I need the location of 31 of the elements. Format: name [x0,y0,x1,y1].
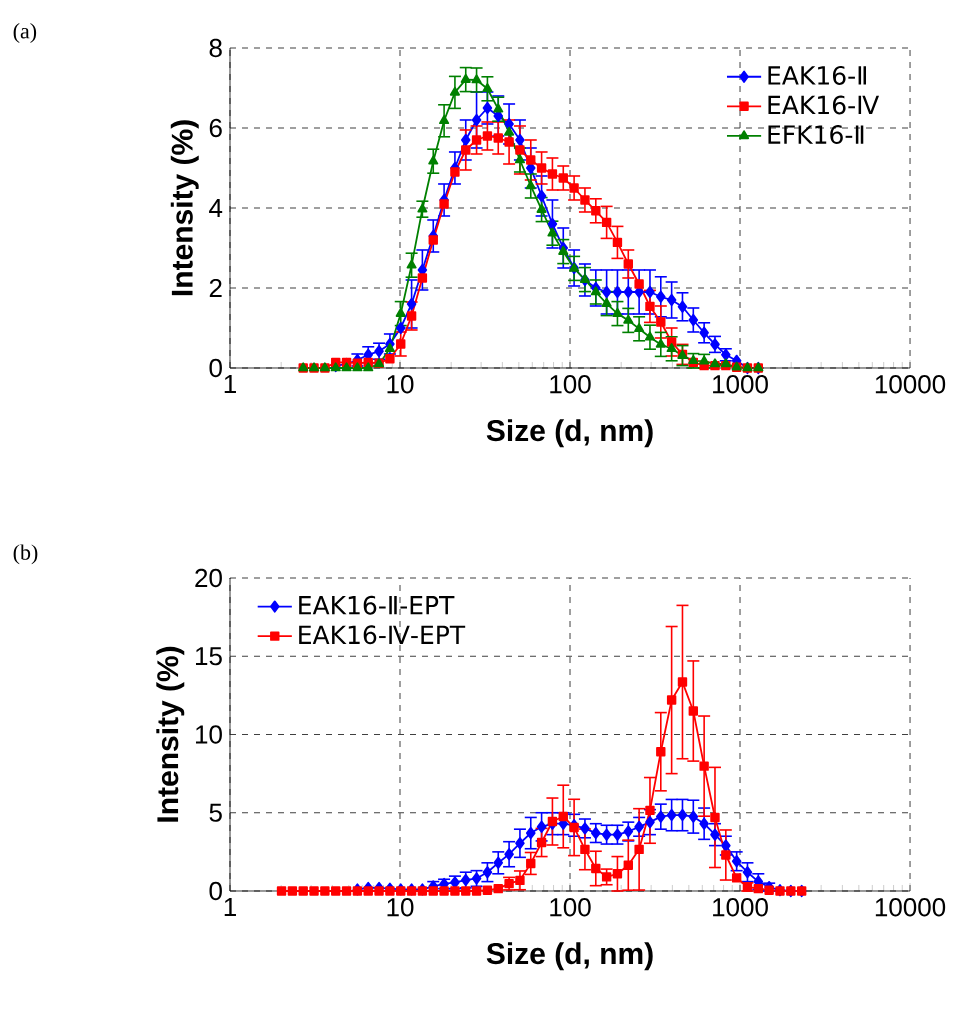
x-tick-label: 1 [224,375,236,393]
x-tick-label: 100 [550,898,591,917]
y-tick-label: 5 [209,803,222,822]
x-axis-title: Size (d, nm) [486,419,653,448]
text: (b) [13,544,38,565]
x-tick-label: 1 [224,898,236,916]
x-tick-label: 100 [550,375,591,394]
x-axis-title: Size (d, nm) [486,942,653,971]
x-tick-label: 10 [387,898,414,917]
x-tick-label: 10000 [875,898,946,917]
legend-label: EAK16-Ⅱ-EPT [299,595,455,615]
y-tick-label: 8 [209,38,222,58]
y-tick-label: 10 [195,725,222,744]
y-axis-title: Intensity (%) [170,120,199,296]
legend-label: EAK16-Ⅱ [768,65,866,85]
y-tick-label: 0 [209,358,222,378]
x-tick-label: 10000 [875,375,946,394]
legend-label: EAK16-Ⅳ [768,95,880,115]
text: (a) [13,23,37,43]
y-tick-label: 15 [195,647,222,666]
x-tick-label: 10 [387,375,414,394]
y-tick-label: 20 [195,568,222,588]
y-tick-label: 6 [209,118,222,138]
legend-label: EAK16-Ⅳ-EPT [299,625,466,645]
x-tick-label: 1000 [713,375,768,394]
y-axis-title: Intensity (%) [156,646,185,822]
y-tick-label: 0 [209,881,222,901]
x-tick-label: 1000 [713,898,768,917]
y-tick-label: 4 [209,199,223,217]
legend-label: EFK16-Ⅱ [768,125,864,144]
y-tick-label: 2 [209,278,222,298]
